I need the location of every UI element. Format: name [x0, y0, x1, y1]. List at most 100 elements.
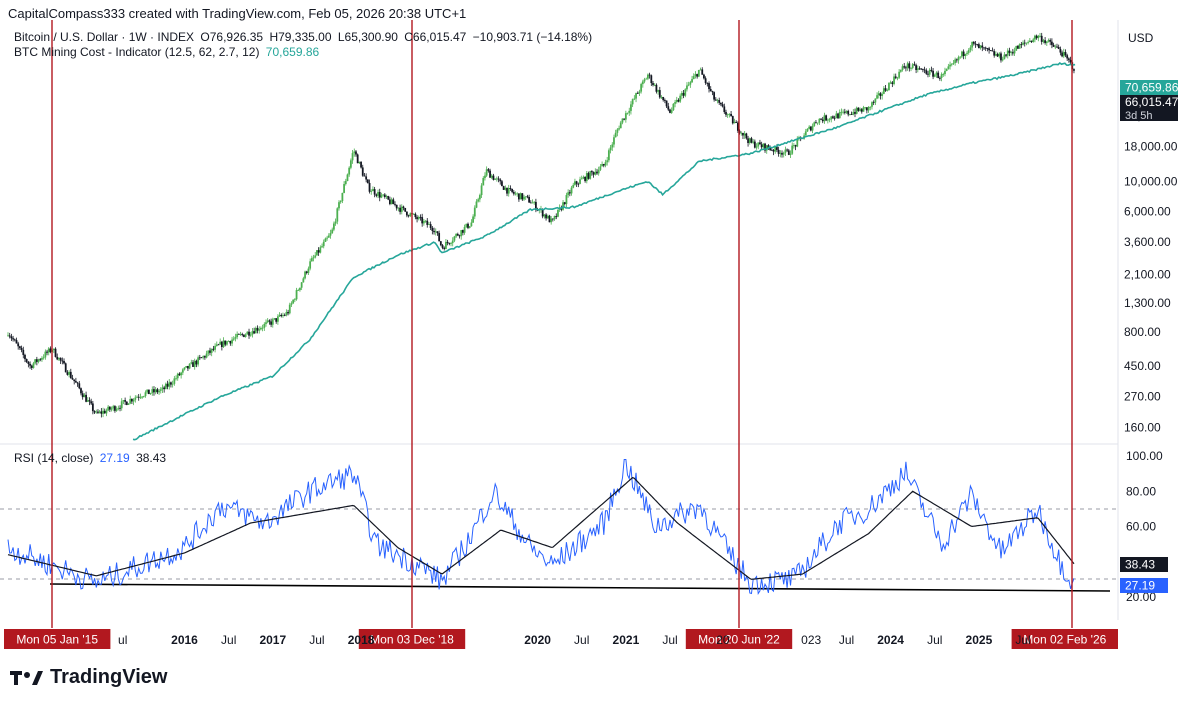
price-candle — [450, 242, 452, 247]
price-candle — [572, 182, 575, 189]
ohlc-high: H79,335.00 — [269, 30, 332, 44]
price-candle — [507, 184, 510, 197]
price-candle — [484, 172, 486, 181]
price-candle — [293, 298, 296, 303]
price-candle — [290, 301, 293, 308]
indicator-value: 70,659.86 — [265, 45, 320, 59]
price-candle — [994, 51, 997, 57]
price-candle — [273, 318, 276, 321]
rsi-scale[interactable]: 100.00 80.00 60.00 20.00 — [1126, 449, 1163, 604]
price-candle — [580, 175, 583, 180]
price-candle — [582, 175, 585, 180]
price-candle — [770, 148, 773, 151]
date-marker[interactable]: Mon 03 Dec '18 — [358, 20, 466, 649]
price-candle — [93, 410, 96, 414]
price-candle — [13, 338, 16, 342]
price-candle — [249, 331, 252, 337]
price-candle — [906, 61, 909, 71]
price-candle — [684, 88, 687, 98]
price-candle — [546, 214, 549, 219]
price-candle — [224, 340, 227, 347]
price-candle — [239, 331, 242, 336]
price-candle — [394, 201, 396, 207]
price-candle — [205, 350, 208, 359]
price-candle — [409, 212, 412, 218]
price-candle — [933, 73, 936, 78]
price-candle — [616, 128, 619, 137]
price-scale-tick: 450.00 — [1124, 359, 1161, 373]
price-candle — [864, 107, 867, 110]
time-axis[interactable]: ul 2016 Jul 2017 Jul 2018 2020 Jul 2021 Jul 20 023 J… — [118, 633, 1031, 647]
price-candle — [258, 326, 261, 334]
price-candle — [550, 216, 553, 225]
price-candle — [336, 207, 339, 225]
price-candle — [641, 79, 644, 88]
symbol-legend[interactable]: Bitcoin / U.S. Dollar · 1W · INDEX O76,9… — [14, 30, 592, 44]
price-candle — [171, 380, 174, 388]
ohlc-close: C66,015.47 — [404, 30, 467, 44]
rsi-legend[interactable]: RSI (14, close) 27.19 38.43 — [14, 451, 166, 465]
price-candle — [964, 53, 967, 60]
date-markers[interactable]: Mon 05 Jan '15 Mon 03 Dec '18 Mon 20 Jun '… — [4, 20, 1118, 649]
price-candle — [930, 66, 933, 73]
price-candle — [112, 404, 115, 412]
price-candle — [314, 252, 317, 259]
indicator-name[interactable]: BTC Mining Cost - Indicator (12.5, 62, 2… — [14, 45, 260, 59]
price-candle — [470, 219, 473, 227]
price-candle — [183, 367, 186, 371]
price-candle — [927, 70, 929, 78]
price-candle — [903, 62, 906, 69]
price-candle — [226, 340, 228, 346]
price-candle — [597, 166, 600, 176]
price-candle — [468, 226, 471, 229]
price-candle — [453, 235, 456, 243]
price-candle — [679, 93, 682, 104]
price-candle — [353, 148, 356, 157]
price-candle — [516, 192, 519, 197]
price-candle — [229, 340, 232, 346]
price-candle — [867, 106, 870, 113]
price-candle — [266, 318, 269, 324]
price-candle — [392, 197, 395, 205]
price-candle — [487, 168, 490, 173]
price-candle — [567, 189, 570, 198]
price-candle — [949, 61, 951, 70]
price-candle — [68, 370, 71, 378]
rsi-name[interactable]: RSI (14, close) — [14, 451, 94, 465]
price-candle — [387, 195, 390, 201]
date-marker[interactable]: Mon 05 Jan '15 — [4, 20, 111, 649]
price-candle — [962, 49, 965, 60]
indicator-legend[interactable]: BTC Mining Cost - Indicator (12.5, 62, 2… — [14, 45, 319, 59]
price-candle — [813, 121, 816, 127]
price-candle — [276, 314, 279, 325]
rsi-scale-tick: 20.00 — [1126, 590, 1156, 604]
price-candle — [448, 242, 451, 246]
price-candle — [718, 97, 721, 105]
price-candle — [373, 186, 376, 198]
price-candle — [236, 331, 239, 340]
price-candle — [47, 347, 50, 356]
price-candle — [621, 118, 624, 125]
price-candle — [29, 361, 31, 369]
symbol-name[interactable]: Bitcoin / U.S. Dollar · 1W · INDEX — [14, 30, 195, 44]
price-candle — [173, 375, 176, 386]
tradingview-logo[interactable]: TradingView — [10, 666, 167, 689]
date-marker[interactable]: Mon 20 Jun '22 — [685, 20, 793, 649]
price-candle — [18, 345, 21, 350]
price-candle — [349, 158, 352, 170]
price-candle — [227, 340, 230, 342]
price-candle — [655, 83, 658, 94]
price-candle — [1044, 37, 1047, 45]
price-candle — [1064, 49, 1067, 58]
date-marker[interactable]: Mon 02 Feb '26 — [1011, 20, 1118, 649]
rsi-support-trendline[interactable] — [49, 583, 1111, 592]
price-scale[interactable]: 30,000.0018,000.0010,000.006,000.003,600… — [1124, 109, 1178, 435]
price-candle — [528, 194, 530, 203]
price-candle — [455, 233, 458, 239]
price-candle — [938, 76, 941, 81]
price-candle — [694, 71, 697, 79]
price-candle — [192, 360, 194, 368]
rsi-value-label: 27.19 — [1125, 579, 1155, 593]
price-candle — [445, 239, 447, 250]
